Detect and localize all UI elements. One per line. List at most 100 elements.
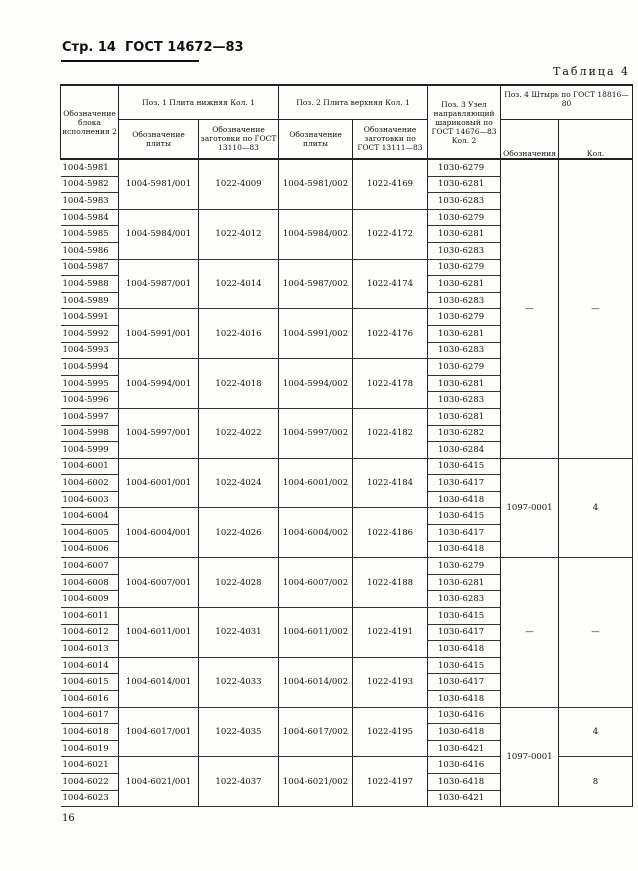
block-designation: 1004-6023: [60, 790, 119, 808]
pos3-designation: 1030-6283: [427, 192, 501, 210]
pos3-designation: 1030-6279: [427, 358, 501, 376]
table-row: 1004-6012 1030-6417: [60, 624, 633, 642]
pos2-blank: 1022-4169: [351, 159, 429, 210]
block-designation: 1004-5989: [60, 292, 119, 310]
block-designation: 1004-5983: [60, 192, 119, 210]
table-row: 1004-5993 1030-6283: [60, 342, 633, 360]
pos1-blank: 1022-4028: [198, 557, 279, 609]
pos2-blank: 1022-4172: [351, 209, 429, 260]
block-designation: 1004-6014: [60, 657, 119, 675]
block-designation: 1004-5987: [60, 259, 119, 277]
pos3-designation: 1030-6415: [427, 507, 501, 526]
pos2-blank: 1022-4174: [351, 259, 429, 310]
pos1-plate: 1004-5987/001: [118, 259, 199, 310]
table-row: 1004-6001 1004-6001/001 1022-4024 1004-6001…: [60, 458, 634, 559]
pos4-qty: —: [558, 159, 634, 459]
pos3-designation: 1030-6415: [427, 657, 501, 675]
table-row: 1004-6006 1030-6418: [60, 541, 633, 559]
col-pos2-blank: Обозначение заготовки по ГОСТ 13111—83: [351, 119, 429, 159]
pos1-blank: 1022-4012: [198, 209, 279, 260]
pos3-designation: 1030-6281: [427, 408, 501, 426]
pos3-designation: 1030-6415: [427, 458, 501, 476]
table-body: 1004-5981 1004-5981/001 1022-4009 1004-5981…: [60, 159, 634, 808]
table-row: 1004-5981 1004-5981/001 1022-4009 1004-5981…: [60, 159, 634, 459]
block-designation: 1004-5981: [60, 159, 119, 177]
block-designation: 1004-6013: [60, 640, 119, 658]
table-row: 1004-5985 1030-6281: [60, 225, 633, 243]
pos3-designation: 1030-6281: [427, 176, 501, 194]
pos1-blank: 1022-4035: [198, 707, 279, 758]
table-row: 1004-5994 1004-5994/001 1022-4018 1004-5994…: [60, 358, 633, 409]
block-designation: 1004-6022: [60, 773, 119, 791]
block-designation: 1004-5988: [60, 275, 119, 293]
table-row: 1004-6022 1030-6418: [60, 773, 633, 791]
block-designation: 1004-5991: [60, 308, 119, 326]
block-designation: 1004-5994: [60, 358, 119, 376]
block-designation: 1004-5985: [60, 225, 119, 243]
pos3-designation: 1030-6283: [427, 292, 501, 310]
pos1-plate: 1004-6001/001: [118, 458, 199, 509]
col-pos4: Поз. 4 Штырь по ГОСТ 18816—80: [500, 84, 634, 119]
pos3-designation: 1030-6416: [427, 707, 501, 725]
pos1-blank: 1022-4037: [198, 756, 279, 808]
pos1-blank: 1022-4022: [198, 408, 279, 459]
table-row: 1004-5989 1030-6283: [60, 292, 633, 310]
pos2-blank: 1022-4178: [351, 358, 429, 409]
pos2-plate: 1004-6011/002: [278, 607, 353, 658]
block-designation: 1004-6011: [60, 607, 119, 625]
pos3-designation: 1030-6415: [427, 607, 501, 625]
table-title: Таблица 4: [553, 65, 630, 78]
table-row: 1004-6016 1030-6418: [60, 690, 633, 708]
header-rule: [61, 60, 199, 62]
pos2-plate: 1004-6001/002: [278, 458, 353, 509]
pos3-designation: 1030-6283: [427, 391, 501, 409]
pos3-designation: 1030-6282: [427, 425, 501, 443]
block-designation: 1004-5995: [60, 375, 119, 393]
block-designation: 1004-5996: [60, 391, 119, 409]
pos2-blank: 1022-4184: [351, 458, 429, 509]
pos1-plate: 1004-6021/001: [118, 756, 199, 808]
pos2-plate: 1004-5987/002: [278, 259, 353, 310]
standard-number: ГОСТ 14672—83: [125, 40, 244, 55]
col-pos1: Поз. 1 Плита нижняя Кол. 1: [118, 84, 279, 120]
pos2-plate: 1004-6017/002: [278, 707, 353, 758]
pos1-plate: 1004-5994/001: [118, 358, 199, 409]
block-designation: 1004-6002: [60, 474, 119, 492]
pos2-plate: 1004-5981/002: [278, 159, 353, 210]
table-row: 1004-5998 1030-6282: [60, 425, 633, 443]
block-designation: 1004-5984: [60, 209, 119, 227]
block-designation: 1004-6019: [60, 740, 119, 758]
pos1-blank: 1022-4016: [198, 308, 279, 360]
pos1-plate: 1004-5984/001: [118, 209, 199, 260]
pos1-plate: 1004-6007/001: [118, 557, 199, 609]
table-row: 1004-6014 1004-6014/001 1022-4033 1004-6014…: [60, 657, 633, 708]
pos3-designation: 1030-6283: [427, 342, 501, 360]
block-designation: 1004-6004: [60, 507, 119, 526]
table-row: 1004-5987 1004-5987/001 1022-4014 1004-5987…: [60, 259, 633, 310]
table-row: 1004-6003 1030-6418: [60, 491, 633, 509]
table-row: 1004-6011 1004-6011/001 1022-4031 1004-6011…: [60, 607, 633, 658]
pos3-designation: 1030-6418: [427, 541, 501, 559]
pos2-blank: 1022-4195: [351, 707, 429, 758]
pos2-blank: 1022-4197: [351, 756, 429, 808]
pos1-plate: 1004-6017/001: [118, 707, 199, 758]
table-row: 1004-6004 1004-6004/001 1022-4026 1004-6004…: [60, 507, 633, 559]
block-designation: 1004-6009: [60, 590, 119, 609]
col-pos4-designation: Обозначения: [500, 118, 560, 159]
pos3-designation: 1030-6417: [427, 624, 501, 642]
pos4-qty: —: [558, 557, 634, 708]
block-designation: 1004-6017: [60, 707, 119, 725]
pos3-designation: 1030-6284: [427, 441, 501, 459]
pos3-designation: 1030-6418: [427, 690, 501, 708]
pos3-designation: 1030-6418: [427, 723, 501, 741]
pos3-designation: 1030-6281: [427, 375, 501, 393]
page-number: 16: [62, 813, 75, 825]
pos1-blank: 1022-4014: [198, 259, 279, 310]
pos3-designation: 1030-6279: [427, 308, 501, 326]
pos2-blank: 1022-4176: [351, 308, 429, 360]
table-row: 1004-5996 1030-6283: [60, 391, 633, 409]
pos4-designation: —: [500, 159, 560, 459]
pos3-designation: 1030-6281: [427, 325, 501, 343]
table-row: 1004-6019 1030-6421: [60, 740, 633, 758]
